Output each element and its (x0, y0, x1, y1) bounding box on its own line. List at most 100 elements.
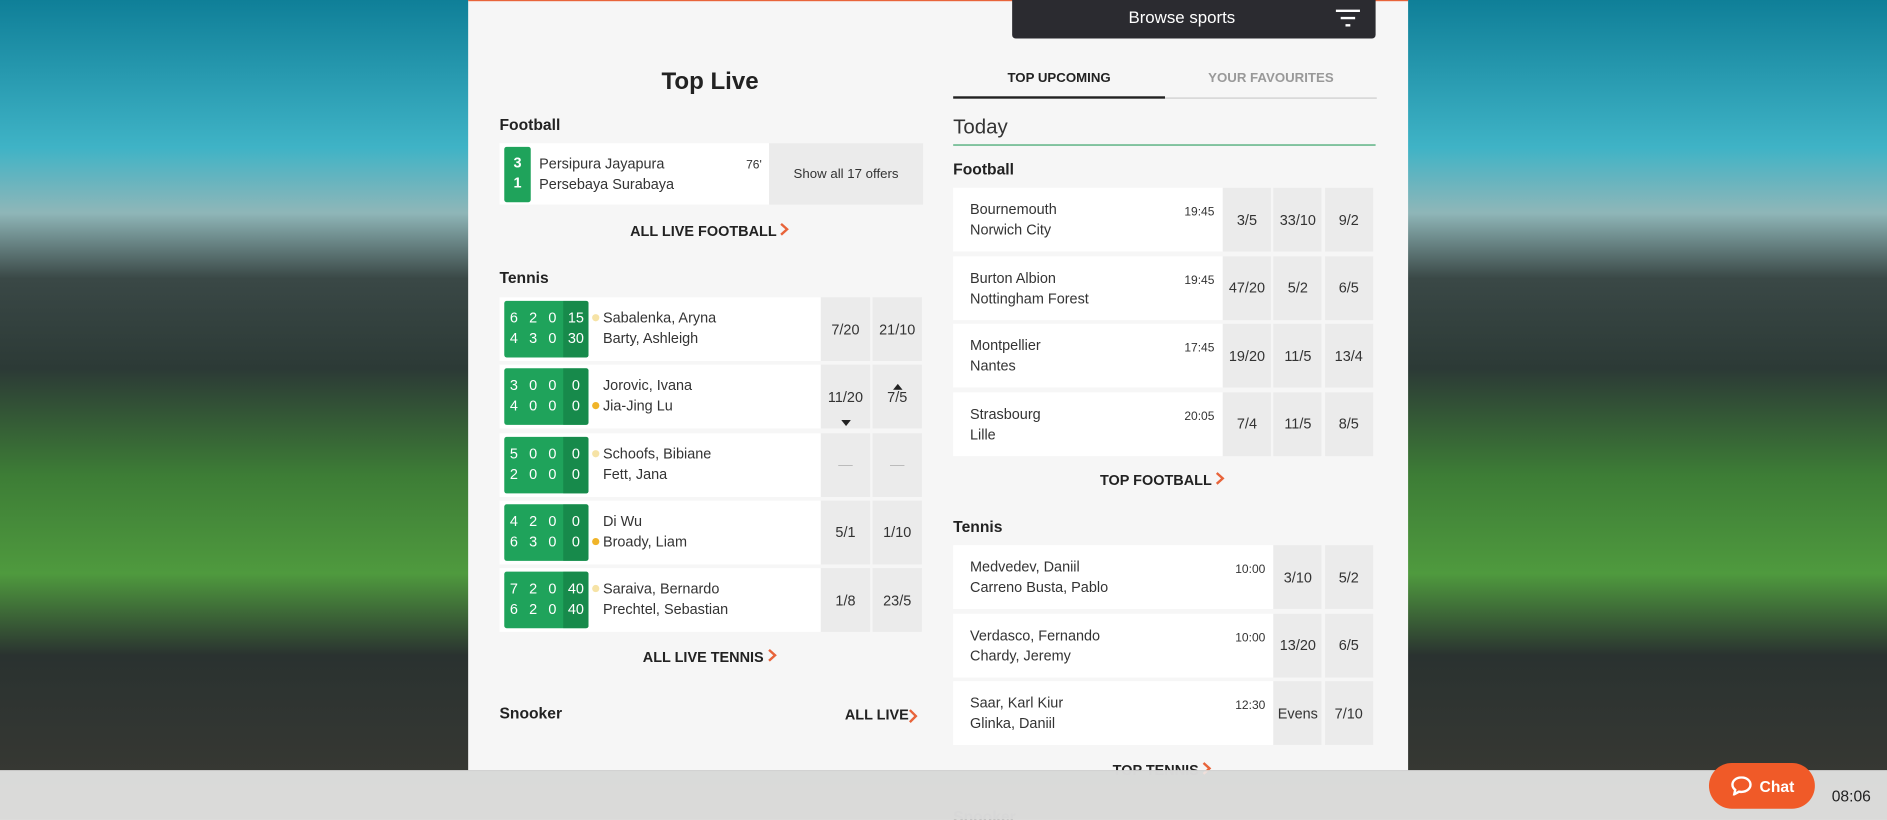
odds-cell[interactable]: 21/10 (872, 297, 922, 362)
point-column (563, 300, 589, 358)
team: Burton Albion (970, 268, 1056, 286)
score: 7 (509, 580, 518, 598)
odds-cell[interactable]: 13/4 (1324, 323, 1373, 388)
odds-cell[interactable]: 5/2 (1324, 545, 1373, 609)
score: 6 (509, 600, 518, 618)
tab[interactable]: YOUR FAVOURITES (1208, 71, 1334, 86)
bottom-bar (0, 770, 1887, 820)
show-offers[interactable]: Show all 17 offers (769, 143, 924, 205)
team: Saar, Karl Kiur (970, 694, 1064, 712)
match-row (953, 323, 1223, 388)
score: 0 (548, 465, 557, 483)
team: Strasbourg (970, 404, 1041, 422)
browse-sports-button[interactable]: Browse sports (1012, 0, 1376, 39)
score: 3 (509, 377, 518, 394)
odds-cell[interactable]: Evens (1273, 681, 1322, 745)
section-label: Football (953, 160, 1015, 179)
odds-cell[interactable]: 1/8 (820, 568, 871, 633)
player: Saraiva, Bernardo (602, 580, 720, 598)
chat-icon (1731, 776, 1753, 797)
score: 0 (548, 600, 557, 618)
browse-label[interactable]: Browse sports (1128, 7, 1236, 27)
link-text[interactable]: ALL LIVE FOOTBALL (630, 222, 777, 240)
score: 0 (548, 397, 557, 415)
tab[interactable]: TOP UPCOMING (1007, 71, 1111, 86)
point-column (563, 504, 589, 561)
section-link[interactable]: ALL LIVE TENNIS (530, 649, 891, 666)
odds-cell[interactable]: 7/4 (1222, 391, 1272, 456)
kickoff: 20:05 (1184, 409, 1215, 424)
odds-cell[interactable]: — (872, 432, 922, 497)
score: 0 (571, 444, 580, 462)
odds-cell[interactable]: 3/10 (1273, 545, 1322, 609)
team: Persebaya Surabaya (539, 175, 675, 193)
score: 0 (529, 397, 538, 415)
score: 2 (529, 309, 538, 327)
trend-arrow (892, 375, 903, 391)
odds-cell[interactable]: 19/20 (1222, 323, 1272, 388)
odds-cell[interactable]: 11/5 (1273, 391, 1322, 456)
score: 1 (513, 174, 522, 192)
score: 15 (567, 309, 584, 327)
odds-cell[interactable]: 7/5 (872, 365, 922, 429)
odds-cell[interactable]: 23/5 (872, 568, 922, 633)
odds-cell[interactable]: 11/20 (820, 365, 871, 429)
player: Sabalenka, Aryna (602, 309, 717, 327)
link-text[interactable]: ALL LIVE TENNIS (642, 648, 764, 666)
score-box: 6 2 0 15 4 3 0 30 (504, 300, 589, 358)
chevron (764, 648, 778, 666)
odds-cell[interactable]: 11/5 (1273, 323, 1322, 388)
score: 40 (567, 580, 584, 598)
player: Schoofs, Bibiane (602, 444, 712, 462)
team: Montpellier (970, 336, 1041, 354)
match-row (499, 143, 770, 205)
top-live-title: Top Live (661, 68, 759, 96)
player: Broady, Liam (602, 533, 687, 550)
team: Nottingham Forest (970, 289, 1089, 307)
odds-cell[interactable]: 7/10 (1324, 681, 1373, 745)
link-text[interactable]: TOP FOOTBALL (1099, 471, 1212, 489)
trend-arrow (841, 411, 851, 427)
score: 0 (571, 397, 580, 415)
chat-button[interactable]: Chat (1708, 763, 1815, 809)
odds-cell[interactable]: 47/20 (1222, 255, 1272, 320)
team: Carreno Busta, Pablo (970, 578, 1109, 596)
odds-cell[interactable]: 13/20 (1273, 613, 1322, 677)
team: Lille (970, 425, 996, 443)
odds-cell[interactable]: 7/20 (820, 297, 871, 362)
match-row (953, 255, 1223, 320)
serve-dot (592, 314, 600, 322)
odds-cell[interactable]: 9/2 (1324, 187, 1373, 252)
point-column (563, 368, 589, 426)
odds-cell[interactable]: 5/2 (1273, 255, 1322, 320)
team: Chardy, Jeremy (970, 646, 1071, 664)
score: 0 (529, 465, 538, 483)
player: Di Wu (602, 512, 643, 530)
odds-cell[interactable]: 1/10 (872, 500, 922, 565)
score: 2 (529, 580, 538, 598)
player: Fett, Jana (602, 465, 668, 483)
team: Glinka, Daniil (970, 714, 1056, 732)
odds-cell[interactable]: 5/1 (820, 500, 871, 565)
kickoff: 17:45 (1184, 341, 1215, 356)
kickoff: 12:30 (1235, 699, 1266, 713)
serve-dot (592, 585, 600, 593)
score: 6 (509, 309, 518, 327)
odds-cell[interactable]: 6/5 (1324, 255, 1373, 320)
section-link[interactable]: TOP FOOTBALL (982, 472, 1343, 489)
serve-dot (592, 537, 600, 546)
section-label: Football (499, 115, 561, 134)
score: 5 (509, 444, 518, 462)
odds-cell[interactable]: 8/5 (1324, 391, 1373, 456)
chat-label[interactable]: Chat (1759, 777, 1795, 796)
odds-cell[interactable]: 6/5 (1324, 613, 1373, 677)
odds-cell[interactable]: — (820, 432, 871, 497)
day-heading: Today (953, 115, 1008, 139)
section-link[interactable]: ALL LIVE FOOTBALL (530, 222, 891, 240)
player: Prechtel, Sebastian (602, 600, 729, 618)
odds-cell[interactable]: 3/5 (1222, 187, 1272, 252)
match-row (953, 187, 1223, 252)
odds-cell[interactable]: 33/10 (1273, 187, 1322, 252)
section-link[interactable]: ALL LIVE (844, 706, 909, 724)
